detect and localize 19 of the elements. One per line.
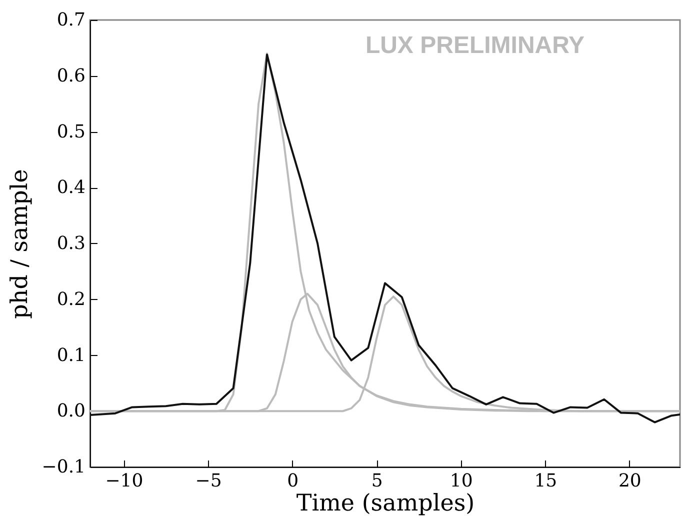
y-tick-label: 0.1: [56, 344, 86, 366]
y-tick-label: 0.0: [56, 400, 86, 422]
x-axis-title: Time (samples): [296, 490, 475, 516]
x-tick-label: 20: [618, 470, 642, 492]
y-tick-label: 0.3: [56, 233, 86, 254]
y-tick-label: 0.5: [56, 121, 86, 142]
y-axis-title: phd / sample: [6, 169, 33, 319]
x-tick-label: 5: [371, 470, 383, 492]
y-tick-label: −0.1: [42, 456, 86, 478]
y-tick-label: 0.4: [56, 177, 86, 198]
x-tick-label: −5: [195, 470, 222, 492]
x-tick-label: −10: [105, 470, 144, 492]
x-tick-label: 15: [534, 470, 558, 492]
y-tick-label: 0.6: [56, 65, 86, 86]
y-tick-label: 0.2: [56, 288, 86, 310]
x-tick-label: 10: [450, 470, 473, 492]
y-tick-label: 0.7: [56, 10, 86, 30]
x-tick-label: 0: [287, 470, 299, 492]
annotation: LUX PRELIMINARY: [365, 32, 585, 59]
